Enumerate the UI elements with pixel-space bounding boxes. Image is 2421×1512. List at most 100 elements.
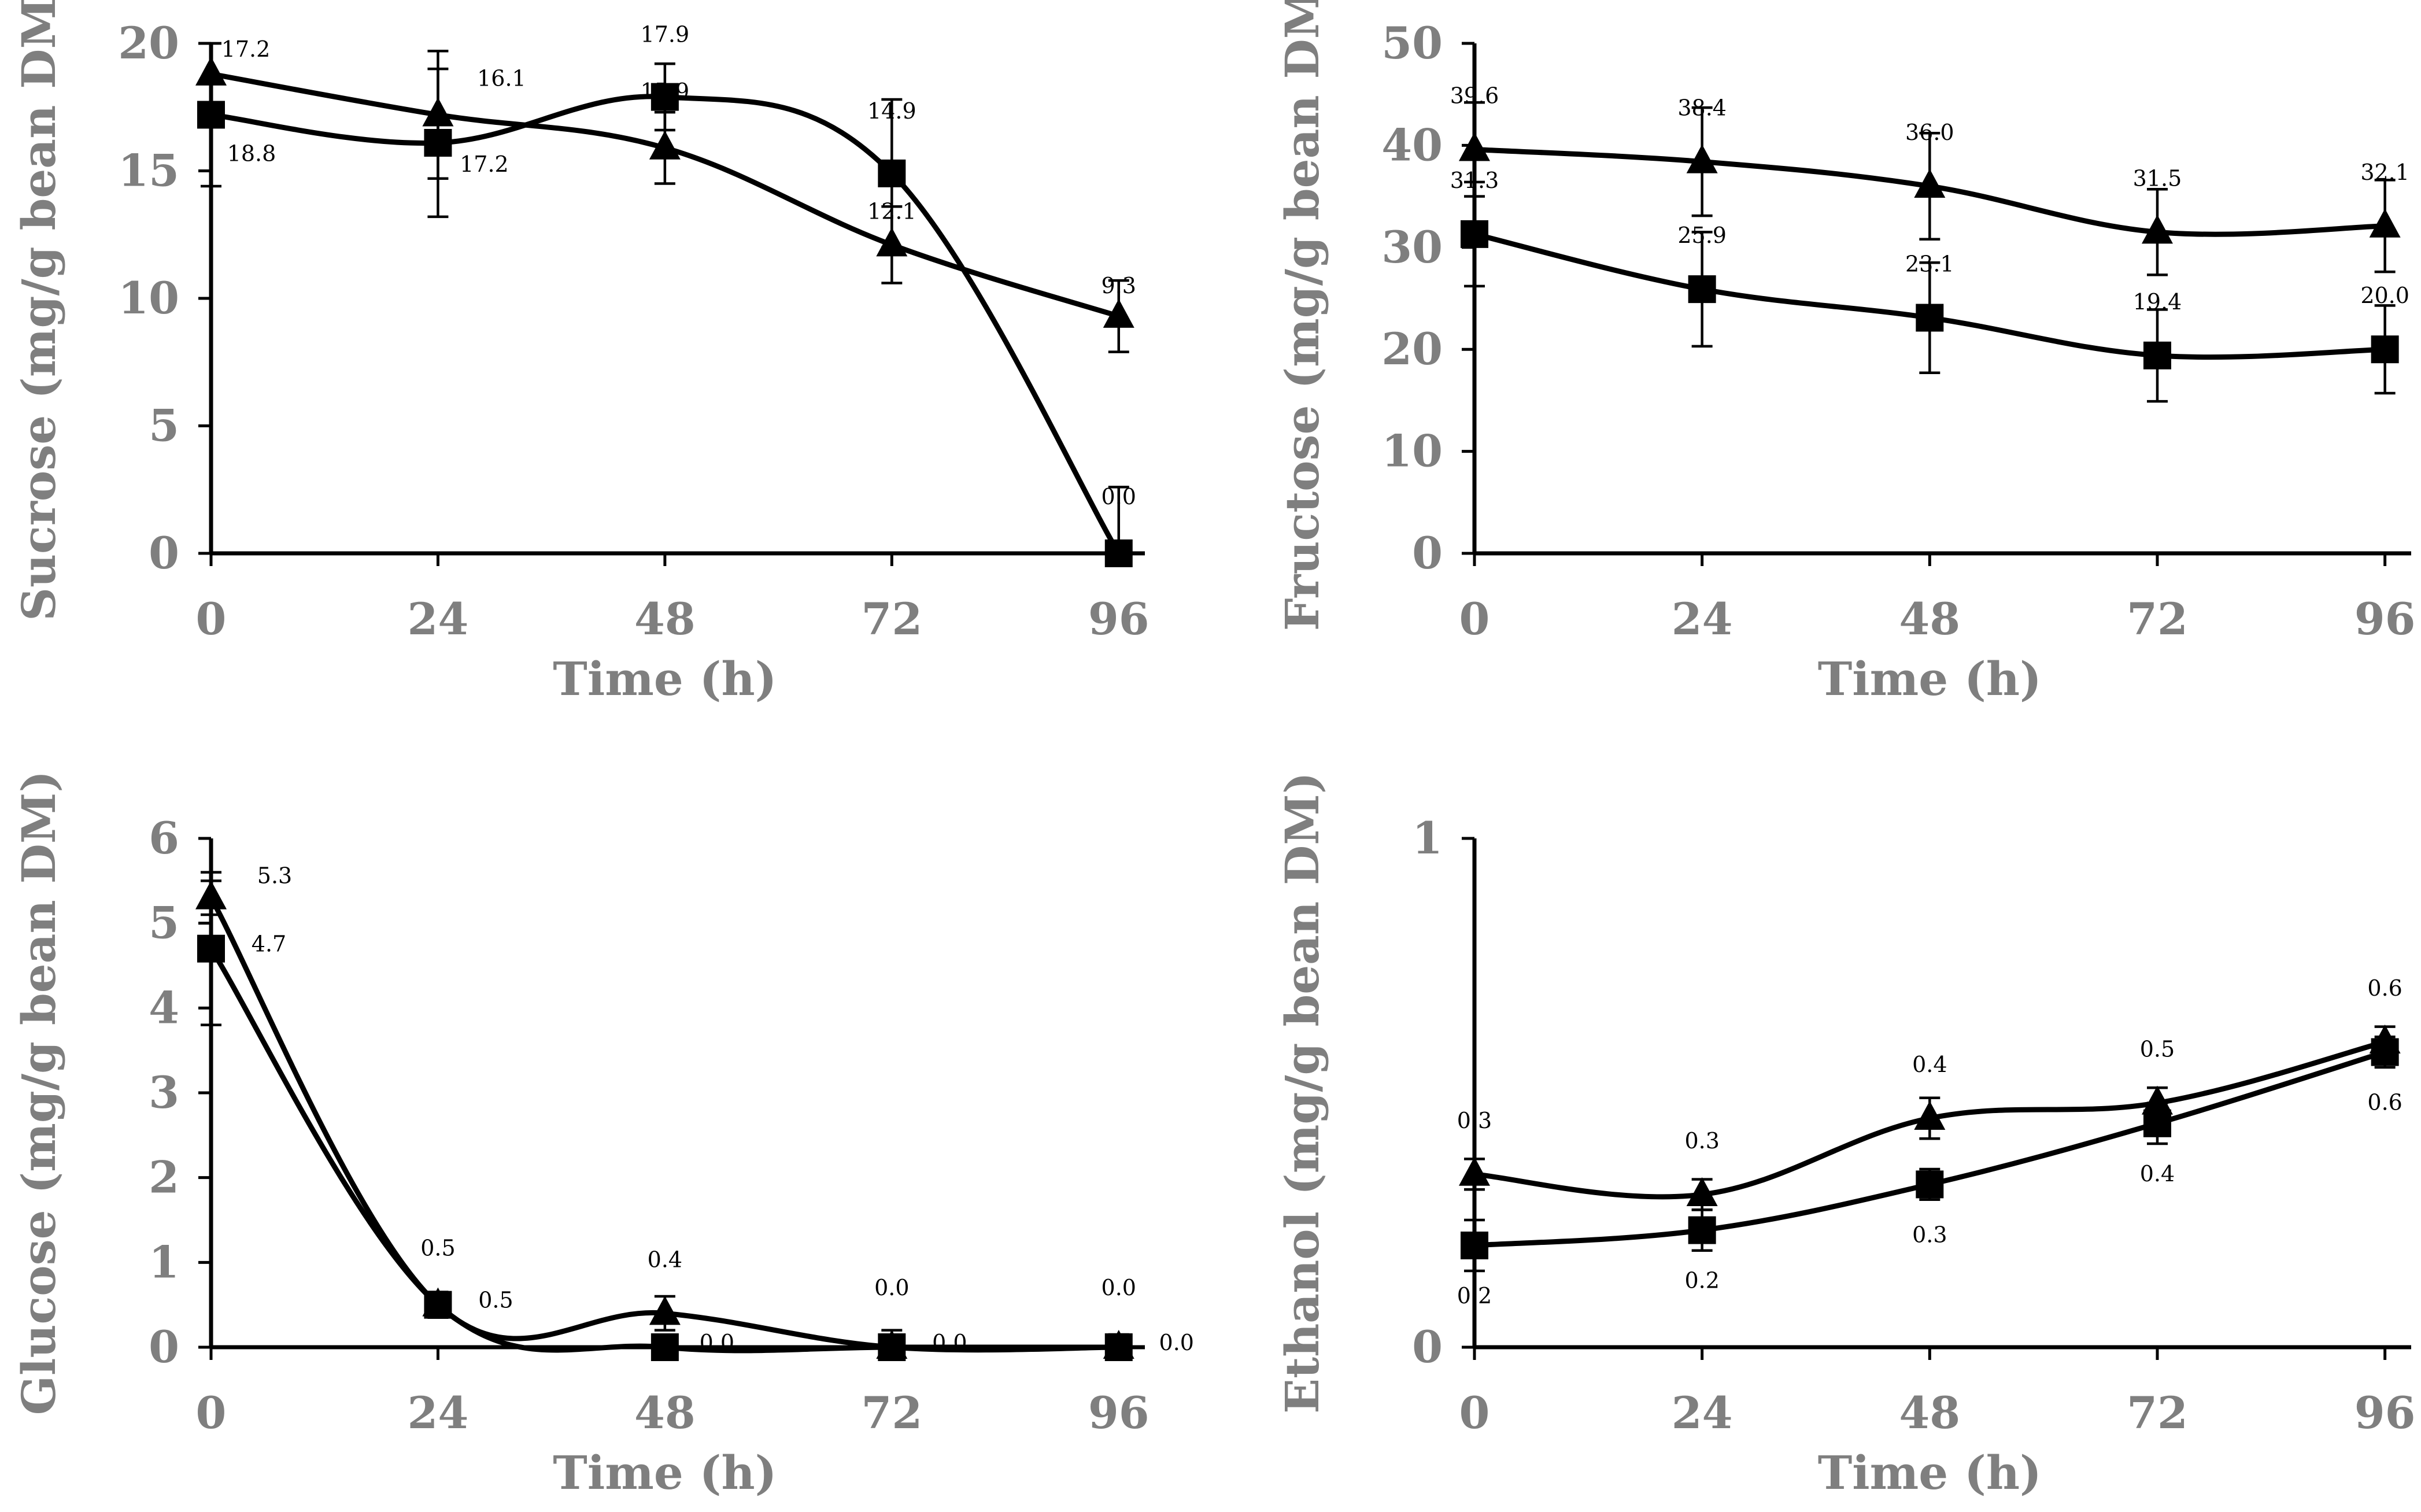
data-label: 0.5 xyxy=(478,1288,513,1313)
panel-sucrose: 0 5 10 15 20 0 24 48 72 96 Time (h) Sucrose (mg/g b… xyxy=(12,0,1149,706)
x-tick-label: 96 xyxy=(1088,593,1149,645)
data-label: 9.3 xyxy=(1102,273,1136,298)
data-label: 0.6 xyxy=(2367,975,2402,1001)
y-tick-label: 15 xyxy=(118,145,179,197)
series-line-square xyxy=(208,94,1122,556)
data-label: 19.4 xyxy=(2133,289,2182,315)
x-tick-label: 24 xyxy=(408,1387,469,1439)
data-point-triangle xyxy=(2141,215,2173,244)
data-point-triangle xyxy=(1686,144,1718,173)
data-label: 0.3 xyxy=(1684,1128,1719,1154)
y-tick-label: 30 xyxy=(1381,221,1443,273)
data-label: 20.0 xyxy=(2360,283,2409,308)
y-tick-label: 3 xyxy=(149,1067,179,1118)
data-point-square xyxy=(878,159,906,187)
data-point-square xyxy=(2371,335,2399,364)
data-point-square xyxy=(424,1291,452,1319)
y-tick-label: 10 xyxy=(1381,426,1443,477)
x-tick-label: 72 xyxy=(2127,1387,2188,1439)
series-square: 18.8 17.2 17.9 14.9 0.0 xyxy=(197,22,1136,567)
x-tick-label: 48 xyxy=(1899,593,1960,645)
data-point-square xyxy=(1688,275,1716,304)
data-point-square xyxy=(650,1333,679,1361)
y-tick-label: 0 xyxy=(1412,527,1443,579)
data-point-triangle xyxy=(1914,1101,1946,1130)
data-label: 25.9 xyxy=(1677,223,1727,248)
y-tick-label: 1 xyxy=(1412,812,1443,864)
data-label: 0.0 xyxy=(1102,1275,1136,1300)
x-tick-label: 72 xyxy=(2127,593,2188,645)
data-label: 16.1 xyxy=(477,65,526,91)
y-axis-title: Ethanol (mg/g bean DM) xyxy=(1275,772,1329,1414)
x-tick-label: 48 xyxy=(1899,1387,1960,1439)
series-square: 31.3 25.9 23.1 19.4 20.0 xyxy=(1450,168,2409,403)
data-point-square xyxy=(878,1333,906,1361)
data-label: 17.9 xyxy=(641,22,690,47)
data-label: 0.2 xyxy=(1684,1268,1719,1293)
data-label: 0.4 xyxy=(2140,1161,2175,1186)
y-tick-label: 5 xyxy=(149,400,179,452)
data-point-square xyxy=(2143,341,2171,369)
series-line-square xyxy=(208,946,1122,1354)
data-label: 31.5 xyxy=(2133,165,2182,191)
series-square: 4.7 0.5 0.0 0.0 0.0 xyxy=(197,871,1194,1361)
data-label: 38.4 xyxy=(1677,95,1727,121)
data-label: 0.0 xyxy=(1159,1330,1194,1355)
data-label: 0.0 xyxy=(932,1330,967,1355)
y-tick-label: 0 xyxy=(149,1321,179,1373)
data-label: 32.1 xyxy=(2360,160,2409,185)
data-label: 31.3 xyxy=(1450,168,1499,193)
x-tick-label: 0 xyxy=(1459,1387,1490,1439)
data-label: 4.7 xyxy=(252,931,286,957)
data-point-square xyxy=(2143,1109,2171,1137)
y-tick-label: 50 xyxy=(1381,17,1443,69)
y-axis-title: Glucose (mg/g bean DM) xyxy=(12,771,66,1415)
x-tick-label: 96 xyxy=(1088,1387,1149,1439)
data-label: 0.3 xyxy=(1912,1222,1947,1247)
data-point-square xyxy=(2371,1038,2399,1066)
data-point-square xyxy=(1104,539,1133,567)
data-point-square xyxy=(650,83,679,111)
data-label: 17.2 xyxy=(221,36,271,62)
data-label: 0.5 xyxy=(2140,1037,2175,1062)
series-triangle: 5.3 0.5 0.4 0.0 0.0 xyxy=(195,863,1136,1359)
data-point-square xyxy=(424,128,452,157)
x-tick-label: 72 xyxy=(861,1387,922,1439)
data-point-triangle xyxy=(1103,298,1134,328)
data-point-triangle xyxy=(649,130,681,160)
x-axis-title: Time (h) xyxy=(553,652,777,706)
data-label: 5.3 xyxy=(257,863,292,889)
data-label: 0.0 xyxy=(1102,484,1136,509)
data-point-triangle xyxy=(1914,168,1946,198)
data-label: 0.3 xyxy=(1457,1108,1492,1133)
y-tick-label: 40 xyxy=(1381,119,1443,171)
data-point-triangle xyxy=(2369,208,2401,238)
y-tick-label: 20 xyxy=(118,17,179,69)
y-tick-label: 5 xyxy=(149,897,179,949)
data-point-square xyxy=(197,101,225,129)
data-point-square xyxy=(197,934,225,963)
y-tick-label: 0 xyxy=(1412,1321,1443,1373)
x-tick-label: 0 xyxy=(196,593,227,645)
data-label: 36.0 xyxy=(1905,120,1954,145)
data-label: 0.5 xyxy=(420,1236,455,1261)
data-point-triangle xyxy=(2141,1085,2173,1115)
data-point-triangle xyxy=(1686,1177,1718,1206)
series-triangle: 39.6 38.4 36.0 31.5 32.1 xyxy=(1450,83,2409,276)
data-point-square xyxy=(1461,1232,1488,1259)
data-label: 0.4 xyxy=(1912,1052,1947,1077)
data-point-square xyxy=(1461,220,1488,248)
data-label: 23.1 xyxy=(1905,252,1954,277)
data-label: 0.4 xyxy=(648,1247,682,1272)
panel-glucose: 0 1 2 3 4 5 6 0 24 48 72 96 Time (h) Glucose (mg/g be… xyxy=(12,771,1194,1500)
series-square: 0.2 0.2 0.3 0.4 0.6 xyxy=(1457,1035,2402,1308)
y-tick-label: 4 xyxy=(149,982,179,1033)
data-point-square xyxy=(1104,1333,1133,1361)
data-label: 0.0 xyxy=(874,1275,909,1300)
x-tick-label: 0 xyxy=(196,1387,227,1439)
y-tick-label: 2 xyxy=(149,1152,179,1203)
x-tick-label: 96 xyxy=(2355,1387,2416,1439)
data-point-triangle xyxy=(649,1296,681,1325)
series-line-triangle xyxy=(208,895,1122,1353)
